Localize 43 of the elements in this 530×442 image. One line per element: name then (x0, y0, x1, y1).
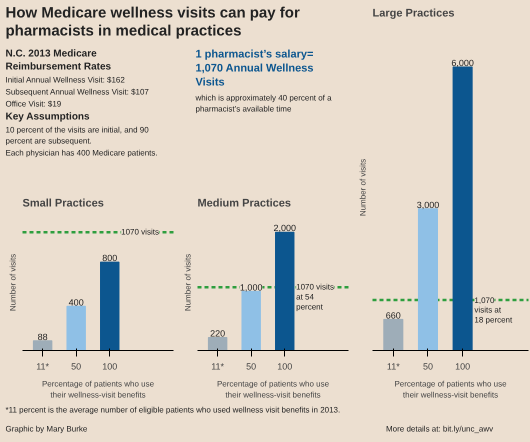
x-tick-label: 100 (102, 362, 118, 372)
text: How Medicare wellness visits can pay for pharmacists in medical practices (6, 4, 300, 40)
text: Key Assumptions (6, 112, 90, 122)
text: Office Visit: $19 (6, 100, 62, 108)
data-label: 800 (102, 253, 118, 264)
text: N.C. 2013 Medicare Reimbursement Rates (6, 48, 112, 72)
x-tick-label: 11* (386, 362, 400, 372)
chart-title: Large Practices (372, 8, 454, 20)
data-label: 6,000 (451, 58, 474, 68)
text: More details at: bit.ly/unc_awv (386, 424, 494, 434)
x-tick-label: 100 (455, 362, 470, 372)
data-label: 2,000 (273, 223, 296, 234)
x-axis-title: Percentage of patients who use their wellness-visit benefits (216, 380, 330, 400)
data-label: 400 (68, 297, 84, 308)
ref-line-label: 1070 visits (121, 228, 159, 237)
x-axis-title: Percentage of patients who use their wellness-visit benefits (394, 380, 508, 400)
ref-line-label: 1,070 visits at 18 percent (474, 296, 513, 324)
text: which is approximately 40 percent of a pharmacist’s available time (194, 94, 332, 114)
text: *11 percent is the average number of eligible patients who used wellness visit benefits in 2013. (6, 406, 340, 414)
x-tick-label: 100 (277, 362, 292, 372)
y-axis-title: Number of visits (8, 254, 18, 312)
ref-line-label: 1070 visits at 54 percent (296, 282, 334, 312)
text: Each physician has 400 Medicare patients. (6, 148, 158, 158)
y-axis-title: Number of visits (358, 158, 368, 216)
x-tick-label: 11* (36, 362, 50, 372)
text: 10 percent of the visits are initial, and 90 percent are subsequent. (6, 126, 150, 146)
data-label: 1,000 (240, 282, 262, 292)
text: Graphic by Mary Burke (6, 424, 88, 434)
x-tick-label: 11* (211, 362, 225, 372)
chart-title: Medium Practices (198, 198, 292, 210)
x-tick-label: 50 (422, 362, 433, 372)
text: Initial Annual Wellness Visit: $162 (6, 76, 126, 84)
x-tick-label: 50 (71, 362, 82, 372)
text: 1 pharmacist’s salary= 1,070 Annual Wellness Visits (196, 48, 314, 88)
x-tick-label: 50 (246, 362, 256, 372)
data-label: 660 (386, 310, 401, 320)
y-axis-title: Number of visits (184, 254, 192, 312)
data-label: 88 (38, 332, 48, 342)
text: Subsequent Annual Wellness Visit: $107 (6, 88, 150, 96)
data-label: 3,000 (416, 200, 440, 210)
data-label: 220 (210, 328, 226, 338)
chart-title: Small Practices (22, 198, 104, 210)
x-axis-title: Percentage of patients who use their wellness-visit benefits (42, 380, 155, 400)
